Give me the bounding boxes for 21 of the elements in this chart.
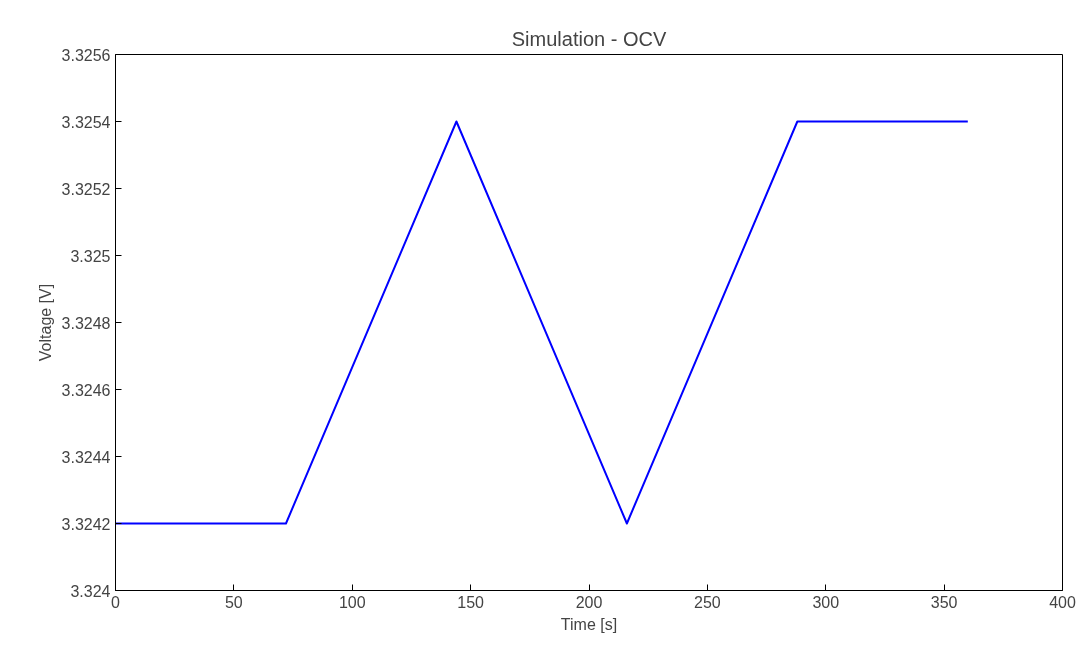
y-tick-label: 3.3256 [61,46,111,64]
y-tick-label: 3.3248 [61,314,111,332]
x-tick-label: 400 [1049,593,1076,611]
x-tick-label: 200 [575,593,603,611]
y-tick-label: 3.3254 [61,113,111,131]
x-tick-label: 100 [338,593,366,611]
x-tick-label: 250 [694,593,721,611]
x-tick-label: 300 [812,593,840,611]
y-tick-label: 3.325 [70,247,111,265]
x-tick-label: 50 [224,593,243,611]
x-tick-label: 150 [457,593,485,611]
y-tick-label: 3.3244 [61,448,111,466]
x-axis-title: Time [s] [560,615,618,633]
y-tick-label: 3.324 [70,582,111,600]
y-tick-label: 3.3246 [61,381,111,399]
y-tick-label: 3.3252 [61,180,111,198]
x-tick-label: 0 [111,593,121,611]
x-tick-label: 350 [930,593,958,611]
chart-title: Simulation - OCV [511,27,667,50]
y-axis-title: Voltage [V] [36,283,54,362]
y-tick-label: 3.3242 [61,515,111,533]
